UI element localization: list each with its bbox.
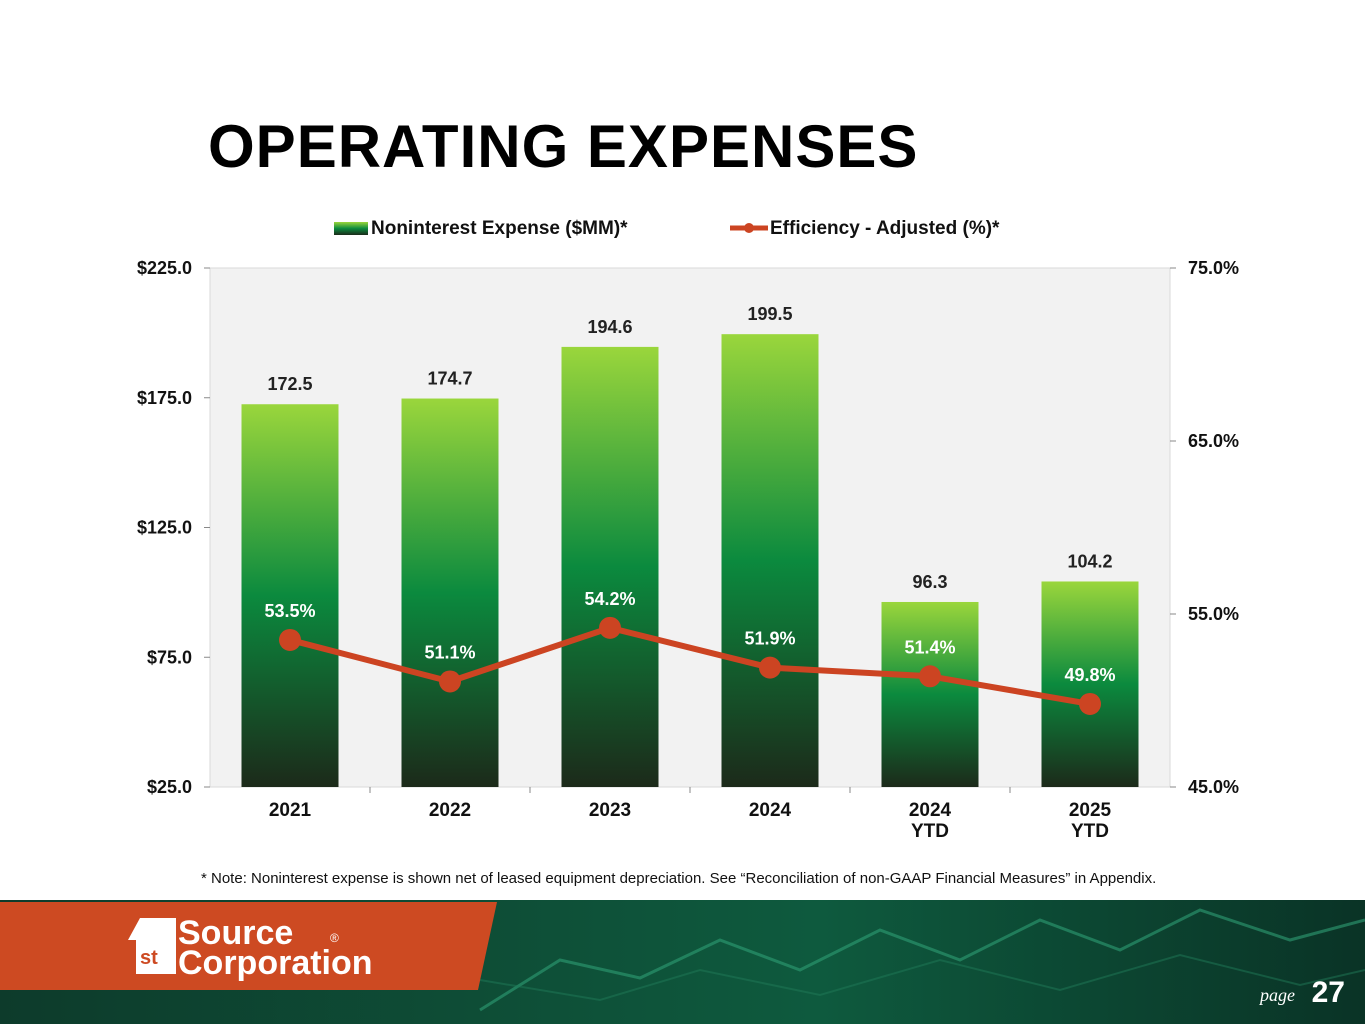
page-number: 27 [1311, 976, 1345, 1009]
efficiency-value-label: 54.2% [584, 589, 635, 609]
x-axis-category-label: 2024 YTD [909, 800, 952, 842]
bar-value-label: 104.2 [1067, 551, 1112, 571]
bar [561, 346, 659, 787]
x-axis: 2021 2022 2023 2024 2024 YTD 2025 YTD [269, 787, 1112, 842]
chart-legend: Noninterest Expense ($MM)* Efficiency - … [334, 218, 1000, 239]
bar-data-labels: 172.5 174.7 194.6 199.5 96.3 104.2 [267, 304, 1112, 592]
x-axis-category-label: 2022 [429, 800, 471, 821]
bar-value-label: 199.5 [747, 304, 792, 324]
efficiency-point [759, 656, 781, 679]
bar [881, 601, 979, 787]
efficiency-point [279, 628, 301, 651]
efficiency-value-label: 49.8% [1064, 665, 1115, 685]
left-axis-tick-label: $75.0 [147, 647, 192, 667]
x-axis-category-label: 2021 [269, 800, 312, 821]
left-axis-tick-label: $25.0 [147, 777, 192, 797]
left-axis-tick-label: $125.0 [137, 518, 192, 538]
efficiency-point [439, 670, 461, 693]
legend-swatch-marker [744, 223, 754, 233]
legend-swatch-bar [334, 222, 368, 235]
bar-value-label: 172.5 [267, 374, 312, 394]
legend-label-bar: Noninterest Expense ($MM)* [371, 218, 628, 239]
bar-value-label: 96.3 [912, 572, 947, 592]
right-axis-tick-label: 55.0% [1188, 604, 1239, 624]
x-axis-category-label: 2025 YTD [1069, 800, 1112, 842]
efficiency-point [919, 665, 941, 688]
right-axis-tick-label: 45.0% [1188, 777, 1239, 797]
bar [721, 334, 819, 787]
x-axis-category-label: 2024 [749, 800, 792, 821]
efficiency-value-label: 51.1% [424, 642, 475, 662]
efficiency-value-label: 51.4% [904, 637, 955, 657]
line-series [279, 616, 1101, 715]
footer-banner: st Source ® Corporation [0, 900, 1365, 1024]
page-title: OPERATING EXPENSES [208, 113, 919, 180]
efficiency-value-label: 53.5% [264, 601, 315, 621]
left-axis-tick-label: $175.0 [137, 388, 192, 408]
footer-orange-panel [0, 902, 497, 990]
efficiency-value-label: 51.9% [744, 629, 795, 649]
legend-label-line: Efficiency - Adjusted (%)* [770, 218, 1000, 239]
plot-area [209, 267, 1171, 788]
page-label: page [1260, 985, 1295, 1005]
bar-value-label: 174.7 [427, 369, 472, 389]
bar [1041, 581, 1139, 787]
efficiency-line [289, 624, 1091, 707]
right-axis: 75.0% 65.0% 55.0% 45.0% [1170, 258, 1239, 797]
x-axis-category-label: 2023 [589, 800, 631, 821]
bar [241, 404, 339, 787]
left-axis-tick-label: $225.0 [137, 258, 192, 278]
right-axis-tick-label: 75.0% [1188, 258, 1239, 278]
footnote: * Note: Noninterest expense is shown net… [201, 870, 1157, 887]
logo-registered-mark: ® [330, 931, 339, 945]
bar-value-label: 194.6 [587, 317, 632, 337]
line-data-labels: 53.5% 51.1% 54.2% 51.9% 51.4% 49.8% [264, 589, 1115, 685]
footer-decor-line [479, 908, 1365, 1012]
bar [401, 398, 499, 787]
company-logo: st Source ® Corporation [128, 914, 373, 982]
footer-decor-line-2 [479, 953, 1365, 1002]
logo-text-corporation: Corporation [178, 944, 373, 982]
logo-badge-shape [128, 918, 176, 974]
left-axis: $225.0 $175.0 $125.0 $75.0 $25.0 [137, 258, 210, 797]
logo-badge-text: st [140, 947, 158, 969]
expense-chart: Noninterest Expense ($MM)* Efficiency - … [137, 218, 1239, 842]
efficiency-point [599, 616, 621, 639]
bar-series [241, 334, 1139, 787]
efficiency-point [1079, 692, 1101, 715]
right-axis-tick-label: 65.0% [1188, 431, 1239, 451]
logo-text-source: Source [178, 914, 293, 952]
